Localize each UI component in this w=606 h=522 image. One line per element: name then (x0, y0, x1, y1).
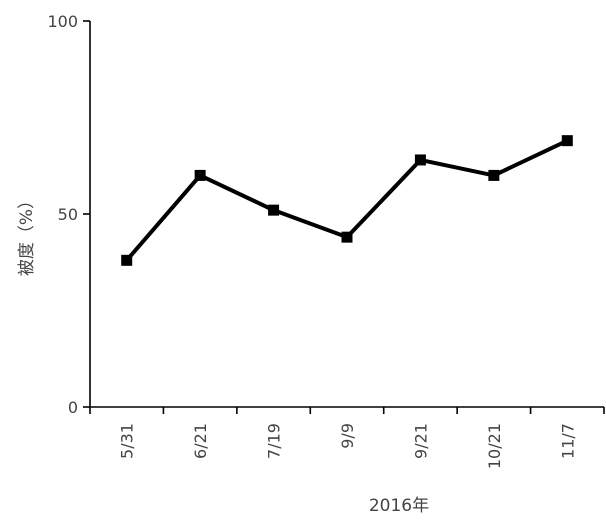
data-point-marker (414, 154, 426, 166)
x-tick-label: 9/9 (338, 423, 357, 449)
x-tick-label: 10/21 (485, 423, 504, 469)
x-tick-label: 11/7 (558, 423, 577, 459)
x-tick-label: 5/31 (118, 423, 137, 459)
plot-area (121, 135, 573, 266)
x-tick-label: 7/19 (265, 423, 284, 459)
data-point-marker (561, 135, 573, 147)
y-tick-label: 0 (68, 398, 78, 417)
data-point-marker (268, 204, 280, 216)
data-point-marker (488, 169, 500, 181)
data-point-marker (121, 254, 133, 266)
y-axis-title: 被度（%） (17, 192, 37, 276)
x-tick-label: 6/21 (191, 423, 210, 459)
x-axis: 5/31 6/21 7/19 9/9 9/21 10/21 11/7 2016年 (89, 406, 605, 516)
y-tick-label: 50 (58, 205, 78, 224)
y-axis: 0 50 100 被度（%） (17, 12, 91, 417)
x-axis-title: 2016年 (369, 496, 429, 516)
data-point-marker (194, 169, 206, 181)
y-tick-label: 100 (47, 12, 78, 31)
data-point-marker (341, 231, 353, 243)
x-tick-label: 9/21 (411, 423, 430, 459)
